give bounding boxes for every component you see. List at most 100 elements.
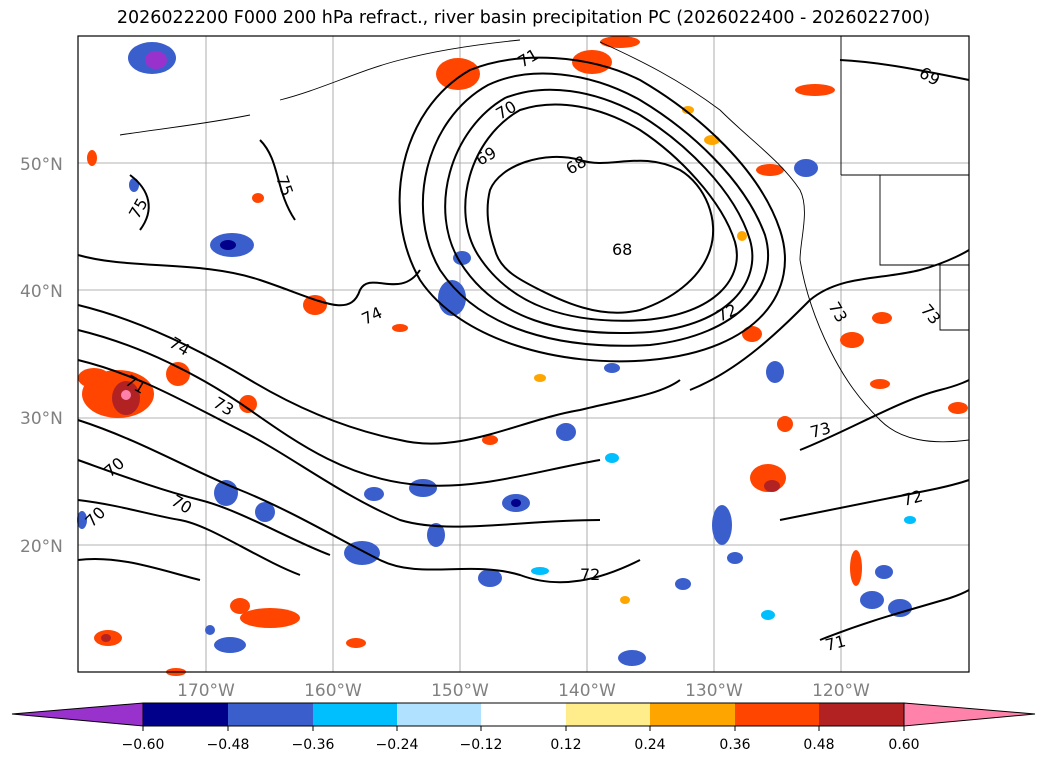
positive-anomaly-patch (764, 480, 780, 492)
negative-anomaly-patch (766, 361, 784, 383)
negative-anomaly-patch (427, 523, 445, 547)
positive-anomaly-patch (850, 550, 862, 586)
negative-anomaly-patch (875, 565, 893, 579)
positive-anomaly-patch (482, 435, 498, 445)
negative-anomaly-patch (145, 51, 167, 69)
negative-anomaly-patch (888, 599, 912, 617)
contour-line (77, 359, 601, 528)
positive-anomaly-patch (392, 324, 408, 332)
colorbar-segment (650, 703, 735, 726)
contour-line (799, 379, 970, 451)
positive-anomaly-patch (620, 596, 630, 604)
colorbar-tick-label: −0.12 (460, 737, 503, 753)
positive-anomaly-patch (101, 634, 111, 642)
positive-anomaly-patch (840, 332, 864, 348)
colorbar-tick-label: 0.36 (719, 737, 750, 753)
negative-anomaly-patch (604, 363, 620, 373)
colorbar-segment (397, 703, 481, 726)
contour-line (129, 174, 150, 231)
positive-anomaly-patch (572, 50, 612, 74)
lon-label: 120°W (812, 681, 870, 701)
negative-anomaly-patch (860, 591, 884, 609)
positive-anomaly-patch (948, 402, 968, 414)
negative-anomaly-patch (618, 650, 646, 666)
contour-line (839, 59, 970, 81)
positive-anomaly-patch (795, 84, 835, 96)
longitude-labels: 170°W 160°W 150°W 140°W 130°W 120°W (177, 681, 870, 701)
contour-label: 73 (808, 418, 833, 442)
colorbar-tick-label: 0.24 (634, 737, 665, 753)
colorbar-tick-label: −0.48 (207, 737, 250, 753)
contour-line (77, 459, 331, 556)
contour-label: 72 (580, 565, 600, 584)
refractivity-contours (77, 56, 970, 641)
positive-anomaly-patch (252, 193, 264, 203)
lat-label: 50°N (20, 155, 63, 175)
colorbar-segment (735, 703, 819, 726)
precip-anomaly-fill (77, 36, 968, 676)
positive-anomaly-patch (704, 135, 720, 145)
negative-anomaly-patch (605, 453, 619, 463)
lat-label: 40°N (20, 282, 63, 302)
latitude-labels: 50°N 40°N 30°N 20°N (20, 155, 63, 557)
colorbar: −0.60 −0.48 −0.36 −0.24 −0.12 0.12 0.24 … (11, 702, 1036, 753)
positive-anomaly-patch (600, 36, 640, 48)
colorbar-segment (819, 703, 904, 726)
lat-label: 20°N (20, 537, 63, 557)
contour-line (398, 56, 786, 363)
alaska-peninsula-coast (279, 39, 521, 101)
contour-line (464, 103, 738, 322)
contour-line (486, 155, 715, 314)
contour-label: 71 (823, 631, 848, 655)
contour-line (77, 499, 301, 576)
chart-title: 2026022200 F000 200 hPa refract., river … (116, 8, 931, 28)
negative-anomaly-patch (675, 578, 691, 590)
negative-anomaly-patch (214, 637, 246, 653)
colorbar-segment (143, 703, 228, 726)
colorbar-tick-label: 0.60 (888, 737, 919, 753)
contour-line (77, 329, 601, 487)
contour-line (259, 139, 296, 221)
colorbar-tick-label: −0.36 (292, 737, 335, 753)
positive-anomaly-patch (436, 58, 480, 90)
lon-label: 130°W (685, 681, 743, 701)
contour-line (779, 479, 970, 521)
north-american-coast (799, 259, 970, 443)
positive-anomaly-patch (756, 164, 784, 176)
colorbar-tick-label: 0.48 (803, 737, 834, 753)
positive-anomaly-patch (737, 231, 747, 241)
north-american-coast (599, 41, 805, 261)
positive-anomaly-patch (682, 106, 694, 114)
colorbar-tick-label: −0.60 (122, 737, 165, 753)
colorbar-tick-label: 0.12 (550, 737, 581, 753)
negative-anomaly-patch (556, 423, 576, 441)
negative-anomaly-patch (220, 240, 236, 250)
negative-anomaly-patch (727, 552, 743, 564)
positive-anomaly-patch (240, 608, 300, 628)
contour-line (77, 419, 641, 584)
colorbar-frame (142, 702, 905, 727)
positive-anomaly-patch (742, 326, 762, 342)
contour-label: 68 (612, 240, 632, 259)
colorbar-tick-label: −0.24 (376, 737, 419, 753)
positive-anomaly-patch (230, 598, 250, 614)
positive-anomaly-patch (87, 150, 97, 166)
negative-anomaly-patch (255, 502, 275, 522)
negative-anomaly-patch (205, 625, 215, 635)
negative-anomaly-patch (409, 479, 437, 497)
positive-anomaly-patch (872, 312, 892, 324)
contour-line (421, 72, 770, 347)
positive-anomaly-patch (166, 362, 190, 386)
positive-anomaly-patch (78, 368, 110, 388)
negative-anomaly-patch (478, 569, 502, 587)
negative-anomaly-patch (904, 516, 916, 524)
lon-label: 140°W (558, 681, 616, 701)
negative-anomaly-patch (531, 567, 549, 575)
colorbar-ticks (142, 726, 905, 731)
state-border (879, 175, 969, 266)
contour-line (689, 249, 970, 391)
colorbar-segment (481, 703, 566, 726)
lon-label: 160°W (304, 681, 362, 701)
negative-anomaly-patch (511, 499, 521, 507)
